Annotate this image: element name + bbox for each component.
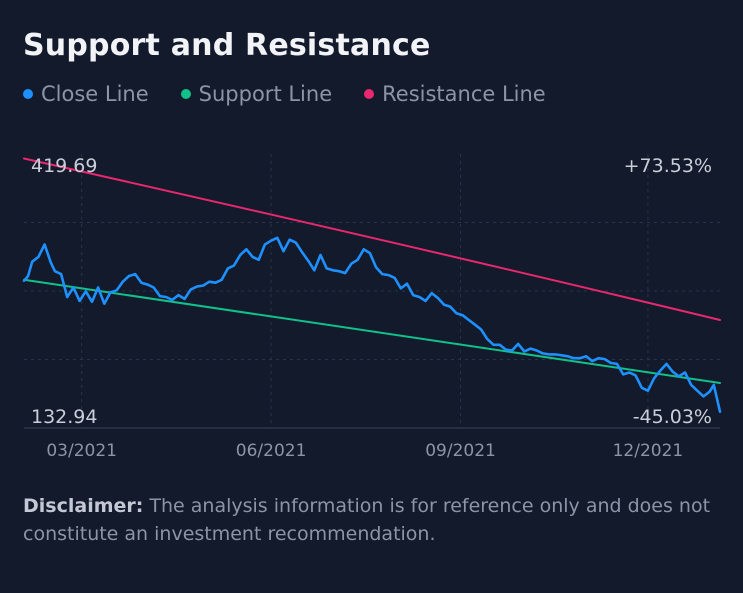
x-tick-label: 06/2021 bbox=[236, 441, 307, 461]
disclaimer-text: The analysis information is for referenc… bbox=[23, 495, 711, 545]
legend-item-close[interactable]: Close Line bbox=[23, 82, 149, 106]
x-tick-label: 09/2021 bbox=[425, 441, 496, 461]
disclaimer: Disclaimer: The analysis information is … bbox=[23, 492, 723, 548]
legend-item-support[interactable]: Support Line bbox=[180, 82, 333, 106]
x-axis-ticks: 03/2021 06/2021 09/2021 12/2021 bbox=[46, 441, 683, 461]
max-change-label: +73.53% bbox=[624, 155, 712, 177]
x-tick-label: 12/2021 bbox=[613, 441, 684, 461]
y-min-label: 132.94 bbox=[31, 406, 97, 428]
support-line-path bbox=[23, 278, 721, 384]
resistance-line-dot-icon bbox=[364, 89, 375, 99]
x-tick-label: 03/2021 bbox=[46, 441, 117, 461]
chart-title: Support and Resistance bbox=[23, 28, 431, 63]
y-max-label: 419.69 bbox=[31, 155, 97, 177]
series-lines bbox=[22, 157, 722, 413]
legend-label-resistance: Resistance Line bbox=[382, 82, 546, 106]
min-change-label: -45.03% bbox=[633, 406, 712, 428]
legend-label-close: Close Line bbox=[41, 82, 149, 106]
grid-lines bbox=[24, 154, 720, 429]
legend-item-resistance[interactable]: Resistance Line bbox=[364, 82, 546, 106]
line-chart[interactable]: 419.69 132.94 +73.53% -45.03% 03/2021 06/… bbox=[0, 140, 743, 470]
close-line-dot-icon bbox=[23, 89, 33, 99]
resistance-line-path bbox=[23, 157, 721, 321]
support-line-dot-icon bbox=[180, 89, 191, 99]
disclaimer-label: Disclaimer: bbox=[23, 495, 144, 517]
legend-label-support: Support Line bbox=[198, 82, 333, 106]
close-line-path bbox=[22, 236, 722, 413]
chart-area[interactable]: 419.69 132.94 +73.53% -45.03% 03/2021 06/… bbox=[0, 140, 743, 470]
chart-legend: Close Line Support Line Resistance Line bbox=[23, 82, 546, 106]
